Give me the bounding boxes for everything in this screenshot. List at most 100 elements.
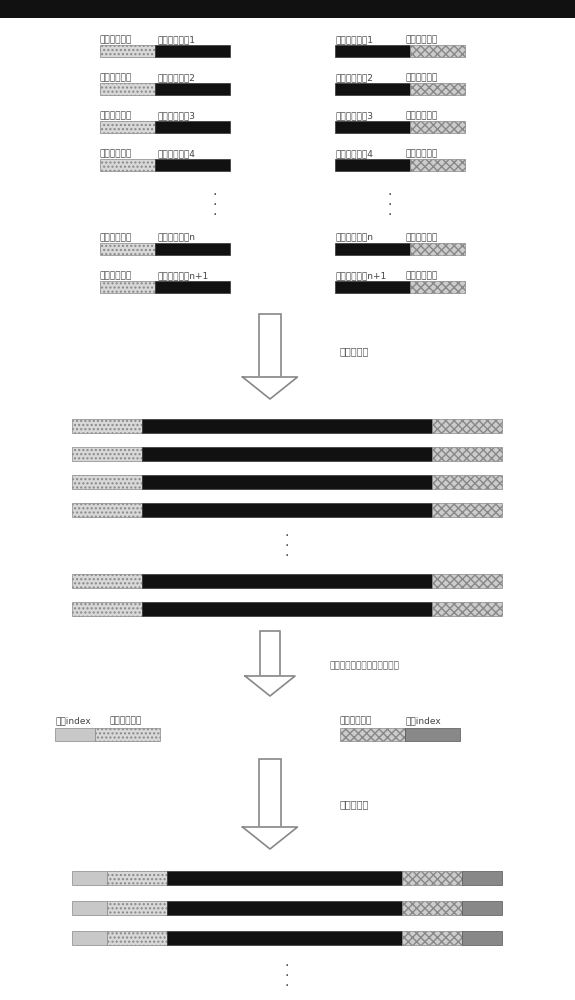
Bar: [72, 447, 142, 461]
Bar: [142, 475, 432, 489]
Bar: [142, 419, 432, 433]
Text: 反向通用序列: 反向通用序列: [405, 111, 437, 120]
Text: ·: ·: [285, 959, 289, 973]
Text: ·: ·: [285, 539, 289, 553]
Text: 反向通用序列: 反向通用序列: [405, 233, 437, 242]
Bar: [335, 159, 410, 171]
Text: 正向通用序列: 正向通用序列: [100, 111, 132, 120]
Bar: [107, 901, 167, 915]
Bar: [335, 121, 410, 133]
Bar: [167, 901, 402, 915]
Text: 正向通用序列: 正向通用序列: [100, 149, 132, 158]
Bar: [107, 871, 167, 885]
Text: 正向通用序列: 正向通用序列: [100, 35, 132, 44]
Text: ·: ·: [285, 529, 289, 543]
Text: 反向特异引物2: 反向特异引物2: [335, 73, 373, 82]
Bar: [432, 475, 502, 489]
Bar: [142, 602, 432, 616]
Text: 正向特异引物2: 正向特异引物2: [157, 73, 195, 82]
Text: ·: ·: [388, 188, 392, 202]
Bar: [340, 728, 405, 741]
Text: ·: ·: [285, 979, 289, 993]
Bar: [410, 159, 465, 171]
Bar: [410, 121, 465, 133]
Bar: [72, 419, 142, 433]
Bar: [410, 243, 465, 255]
Text: 正向特异引物4: 正向特异引物4: [157, 149, 195, 158]
Text: ·: ·: [213, 188, 217, 202]
Text: 消化体系中残留引物和二聚体: 消化体系中残留引物和二聚体: [330, 662, 400, 670]
Polygon shape: [245, 676, 295, 696]
Text: 反向特异引物4: 反向特异引物4: [335, 149, 373, 158]
Text: 反向通用序列: 反向通用序列: [405, 149, 437, 158]
Text: 正向通用序列: 正向通用序列: [110, 716, 142, 725]
Text: ·: ·: [285, 969, 289, 983]
Bar: [462, 931, 502, 945]
Bar: [95, 728, 160, 741]
Bar: [402, 871, 462, 885]
Bar: [72, 602, 142, 616]
Bar: [100, 121, 155, 133]
Bar: [462, 871, 502, 885]
Text: 反向通用序列: 反向通用序列: [340, 716, 372, 725]
Bar: [142, 503, 432, 517]
Text: 正向特异引物1: 正向特异引物1: [157, 35, 195, 44]
Text: ·: ·: [213, 208, 217, 222]
Polygon shape: [243, 827, 297, 849]
Bar: [432, 602, 502, 616]
Bar: [410, 281, 465, 293]
Text: 反向特异引物3: 反向特异引物3: [335, 111, 373, 120]
Bar: [167, 931, 402, 945]
Bar: [402, 901, 462, 915]
Bar: [55, 728, 95, 741]
Bar: [155, 45, 230, 57]
Text: 反向特异引物n: 反向特异引物n: [335, 233, 373, 242]
Text: 正向特异引物n: 正向特异引物n: [157, 233, 195, 242]
Bar: [402, 931, 462, 945]
Text: 反向特异引物1: 反向特异引物1: [335, 35, 373, 44]
Bar: [72, 503, 142, 517]
Bar: [410, 83, 465, 95]
Bar: [432, 574, 502, 588]
Text: 第一轮扩增: 第一轮扩增: [340, 347, 369, 357]
Bar: [100, 281, 155, 293]
Bar: [142, 447, 432, 461]
Bar: [335, 83, 410, 95]
Bar: [100, 45, 155, 57]
Bar: [335, 45, 410, 57]
Bar: [72, 475, 142, 489]
Bar: [155, 281, 230, 293]
Text: 正向通用序列: 正向通用序列: [100, 271, 132, 280]
Text: ·: ·: [388, 208, 392, 222]
Bar: [72, 574, 142, 588]
Text: 反向特异引物n+1: 反向特异引物n+1: [335, 271, 386, 280]
Text: ·: ·: [285, 549, 289, 563]
Text: 正向index: 正向index: [55, 716, 91, 725]
Bar: [100, 83, 155, 95]
Bar: [155, 159, 230, 171]
Text: ·: ·: [388, 198, 392, 212]
Text: 反向通用序列: 反向通用序列: [405, 73, 437, 82]
Bar: [142, 574, 432, 588]
Bar: [462, 901, 502, 915]
Text: 正向通用序列: 正向通用序列: [100, 73, 132, 82]
Bar: [259, 759, 281, 827]
Text: 正向通用序列: 正向通用序列: [100, 233, 132, 242]
Bar: [167, 871, 402, 885]
Text: 第二轮扩增: 第二轮扩增: [340, 799, 369, 809]
Text: ·: ·: [213, 198, 217, 212]
Bar: [100, 243, 155, 255]
Bar: [107, 931, 167, 945]
Text: 正向特异引物n+1: 正向特异引物n+1: [157, 271, 208, 280]
Bar: [72, 901, 107, 915]
Text: 反向通用序列: 反向通用序列: [405, 35, 437, 44]
Bar: [72, 871, 107, 885]
Text: 反向index: 反向index: [405, 716, 441, 725]
Bar: [0, 0, 575, 18]
Text: 正向特异引物3: 正向特异引物3: [157, 111, 195, 120]
Bar: [335, 243, 410, 255]
Bar: [260, 631, 280, 676]
Bar: [432, 503, 502, 517]
Bar: [155, 121, 230, 133]
Bar: [335, 281, 410, 293]
